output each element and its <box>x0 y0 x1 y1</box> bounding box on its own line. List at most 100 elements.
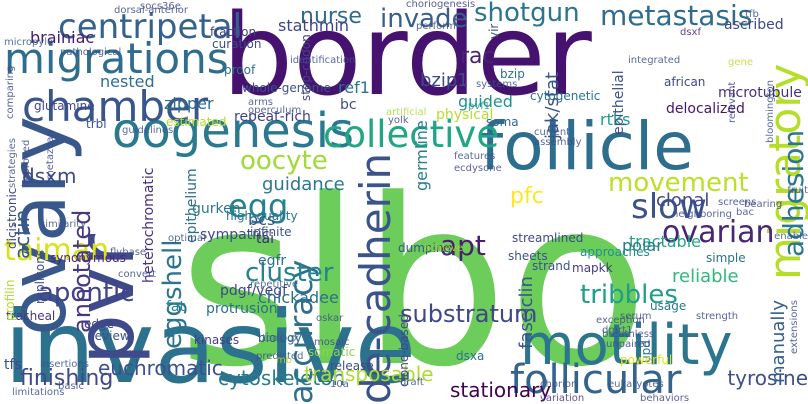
word-repeat-rich: repeat-rich <box>234 109 311 125</box>
word-10a: 10a <box>330 379 349 390</box>
word-achieve: achieve <box>424 243 463 254</box>
word-centripetal: centripetal <box>58 7 243 47</box>
word-dumping: dumping <box>398 241 452 255</box>
word-brainiac: brainiac <box>30 28 95 47</box>
word-review: review <box>90 329 130 343</box>
word-dorsal-anterior: dorsal-anterior <box>114 5 188 16</box>
word-whole-genome: whole-genome <box>242 81 331 95</box>
word-dsxa: dsxa <box>456 349 485 363</box>
word-enable: enable <box>774 231 808 242</box>
word-serum: serum <box>620 311 652 322</box>
word-ovarian: ovarian <box>662 215 775 250</box>
word-arms: arms <box>248 97 274 108</box>
word-bloomington: bloomington <box>765 80 776 143</box>
word-estimated: estimated <box>166 115 227 129</box>
word-predicted: predicted <box>256 351 304 362</box>
word-features: features <box>454 151 496 162</box>
word-chamber: chamber <box>22 82 209 131</box>
word-ascribed: ascribed <box>724 17 784 33</box>
word-cluster: cluster <box>245 258 334 288</box>
word-microtubule: microtubule <box>718 85 802 101</box>
word-usage: usage <box>650 299 687 313</box>
word-taiman: taiman <box>4 233 110 268</box>
word-delocalized: delocalized <box>666 101 745 117</box>
word-physical: physical <box>436 107 494 123</box>
word-migrations: migrations <box>4 34 229 83</box>
word-basic: basic <box>58 381 84 392</box>
word-dmrt1: dmrt1 <box>602 325 633 336</box>
word-african: african <box>664 75 706 89</box>
word-ref1: ref1 <box>338 78 370 97</box>
word-edge: edge <box>84 317 114 331</box>
word-trbl: trbl <box>86 117 107 131</box>
word-tribbles: tribbles <box>580 280 678 310</box>
word-toolbox: toolbox <box>262 333 300 344</box>
word-profilin: profilin <box>3 279 17 321</box>
word-stationary: stationary <box>450 378 552 402</box>
word-guided: guided <box>458 92 513 111</box>
word-egfr: egfr <box>258 253 287 269</box>
word-tfb: tfb <box>745 9 759 20</box>
word-identification: identification <box>290 55 356 66</box>
word-variation: variation <box>540 393 585 404</box>
word-tracheal: tracheal <box>6 309 56 323</box>
word-exception: exception <box>596 315 645 326</box>
word-eukaryotes: eukaryotes <box>608 379 664 390</box>
word-extensions: extensions <box>789 300 800 354</box>
word-similarity: similarity <box>40 219 87 230</box>
word-artificial: artificial <box>386 107 427 118</box>
word-nurse: nurse <box>300 4 362 29</box>
word-replicons: replicons <box>33 249 47 304</box>
word-bzip: bzip <box>500 67 525 81</box>
word-reliable: reliable <box>672 266 739 287</box>
word-screens: screens <box>718 197 757 208</box>
word-tai: tai <box>256 231 274 247</box>
word-oocyte: oocyte <box>240 146 328 176</box>
word-follicle: follicle <box>480 108 694 185</box>
word-oogenesis: oogenesis <box>112 103 355 159</box>
word-gurken: gurken <box>192 201 241 217</box>
word-guidance: guidance <box>262 174 345 195</box>
word-pathological: pathological <box>60 47 122 58</box>
word-manually: manually <box>768 299 789 383</box>
word-invade: invade <box>380 4 468 34</box>
word-vir: vir <box>487 23 501 39</box>
word-relevant: relevant <box>727 81 738 123</box>
word-pvf1: pvf1 <box>468 101 491 112</box>
word-comparing: comparing <box>5 65 16 119</box>
word-neighboring: neighboring <box>672 209 732 220</box>
word-high-quality: high-quality <box>226 209 298 223</box>
word-micropyle: micropyle <box>4 37 54 48</box>
word-glutamine: glutamine <box>34 99 95 113</box>
word-guidelines: guidelines <box>122 125 174 136</box>
word-follicular: follicular <box>510 357 682 403</box>
word-polar: polar <box>622 236 663 255</box>
word-cytogenetic: cytogenetic <box>530 89 601 103</box>
word-bac: bac <box>736 207 754 218</box>
word-rtks: rtks <box>600 110 631 129</box>
word-stathmin: stathmin <box>278 16 349 35</box>
word-bzip1: bzip1 <box>420 70 469 91</box>
word-apt: apt <box>440 229 486 262</box>
word-current: current <box>534 127 571 138</box>
word-metazoan: metazoan <box>45 130 56 180</box>
word-soma: soma <box>486 115 519 129</box>
word-euchromatic: euchromatic <box>98 356 223 380</box>
word-chorion: chorion <box>540 379 578 390</box>
word-dsxf: dsxf <box>680 27 701 38</box>
word-streamlined: streamlined <box>512 231 584 245</box>
word-biology: biology <box>258 331 302 345</box>
word-dicistronic: dicistronic <box>5 187 19 249</box>
word-kinases: kinases <box>194 333 240 347</box>
word-breathless: breathless <box>602 329 655 340</box>
word-unpaired: unpaired <box>606 339 651 350</box>
word-mb: mb <box>276 355 293 366</box>
word-sympatric: sympatric <box>200 227 270 243</box>
word-slbo: slbo <box>178 151 649 404</box>
word-repetitive: repetitive <box>250 279 299 290</box>
word-border: border <box>222 0 592 121</box>
word-systems: systems <box>476 79 518 90</box>
word-behaviors: behaviors <box>640 393 690 404</box>
word-rac: rac <box>460 44 495 69</box>
